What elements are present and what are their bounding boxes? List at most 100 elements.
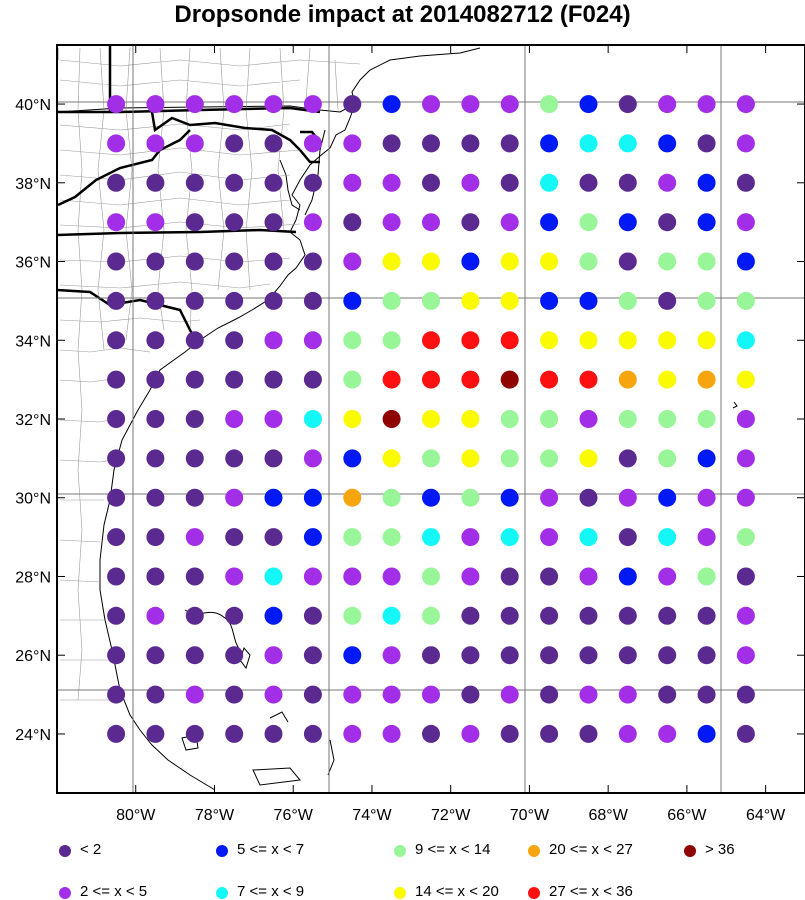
impact-dot (225, 410, 244, 428)
impact-dot (461, 410, 480, 428)
impact-dot (343, 134, 362, 153)
impact-dot (146, 646, 165, 665)
impact-dot (540, 95, 559, 114)
impact-dot (697, 449, 716, 468)
impact-dot (540, 134, 559, 153)
impact-dot (343, 646, 362, 665)
impact-dot (422, 331, 440, 350)
impact-dot (500, 410, 519, 428)
impact-dot (382, 252, 401, 271)
impact-dot (107, 331, 126, 350)
impact-dot (303, 685, 322, 704)
impact-dot (382, 449, 401, 468)
impact-dot (382, 410, 401, 428)
impact-dot (146, 410, 165, 428)
axis-ticks (57, 45, 805, 793)
lon-label: 68°W (589, 807, 629, 824)
impact-dot (185, 449, 204, 468)
impact-dot (185, 685, 204, 704)
legend-swatch (59, 887, 71, 899)
impact-dot (658, 567, 677, 586)
impact-dot (225, 252, 244, 271)
impact-dot (579, 449, 598, 468)
impact-dot (697, 685, 716, 704)
lat-label: 34°N (15, 333, 51, 350)
impact-dot (461, 213, 480, 232)
impact-dot (303, 291, 322, 310)
impact-dot (264, 213, 283, 232)
impact-dot (500, 173, 519, 192)
impact-dot (618, 685, 637, 704)
lat-label: 24°N (15, 727, 51, 744)
impact-dot (618, 252, 637, 271)
impact-dot (146, 331, 165, 350)
impact-dot (146, 606, 165, 625)
impact-dot (303, 331, 322, 350)
impact-dot (264, 449, 283, 468)
impact-dot (736, 685, 755, 704)
impact-dot (225, 646, 244, 665)
impact-dot (225, 173, 244, 192)
axis-labels: 40°N 38°N 36°N 34°N 32°N 30°N 28°N 26°N 24°N 80°W… (15, 97, 786, 824)
impact-dot (225, 488, 244, 507)
impact-dot (107, 291, 126, 310)
impact-dot (540, 606, 559, 625)
impact-dot (225, 95, 244, 114)
impact-dot (225, 528, 244, 547)
impact-dot (540, 291, 559, 310)
impact-dot (422, 95, 440, 114)
impact-dot (579, 173, 598, 192)
county-boundaries (59, 47, 361, 701)
impact-dot (343, 410, 362, 428)
lat-label: 36°N (15, 255, 51, 272)
impact-dot (382, 646, 401, 665)
impact-dot (461, 134, 480, 153)
impact-dot (658, 173, 677, 192)
impact-dot (303, 134, 322, 153)
impact-dot (736, 567, 755, 586)
impact-dot (618, 291, 637, 310)
impact-dot (736, 173, 755, 192)
impact-dot (225, 724, 244, 743)
lat-label: 30°N (15, 491, 51, 508)
impact-dot (736, 724, 755, 743)
impact-dot (422, 213, 440, 232)
impact-dot (146, 134, 165, 153)
impact-dot (461, 331, 480, 350)
impact-dot (225, 685, 244, 704)
impact-dot (736, 449, 755, 468)
impact-dot (382, 724, 401, 743)
impact-dot (658, 646, 677, 665)
impact-dot (579, 252, 598, 271)
lat-label: 38°N (15, 176, 51, 193)
impact-dot (422, 567, 440, 586)
impact-dot (500, 646, 519, 665)
impact-dot (461, 685, 480, 704)
impact-dot (540, 449, 559, 468)
impact-dot (461, 567, 480, 586)
impact-dot (540, 646, 559, 665)
impact-dot (618, 173, 637, 192)
impact-dot (540, 488, 559, 507)
impact-dot (461, 724, 480, 743)
legend-swatch (394, 845, 406, 857)
impact-dot (146, 488, 165, 507)
impact-dot (736, 606, 755, 625)
legend-swatch (59, 845, 71, 857)
impact-dot (697, 724, 716, 743)
impact-dot (343, 252, 362, 271)
impact-dot (107, 646, 126, 665)
impact-dot (579, 134, 598, 153)
impact-dot (185, 291, 204, 310)
impact-dot (618, 134, 637, 153)
impact-dot (697, 370, 716, 389)
impact-dot (422, 685, 440, 704)
impact-dot (461, 449, 480, 468)
legend-label: 2 <= x < 5 (80, 883, 148, 900)
impact-dot (382, 528, 401, 547)
impact-dot (264, 685, 283, 704)
impact-dot (540, 252, 559, 271)
lon-label: 72°W (431, 807, 471, 824)
legend-swatch (394, 887, 406, 899)
impact-dot (736, 213, 755, 232)
